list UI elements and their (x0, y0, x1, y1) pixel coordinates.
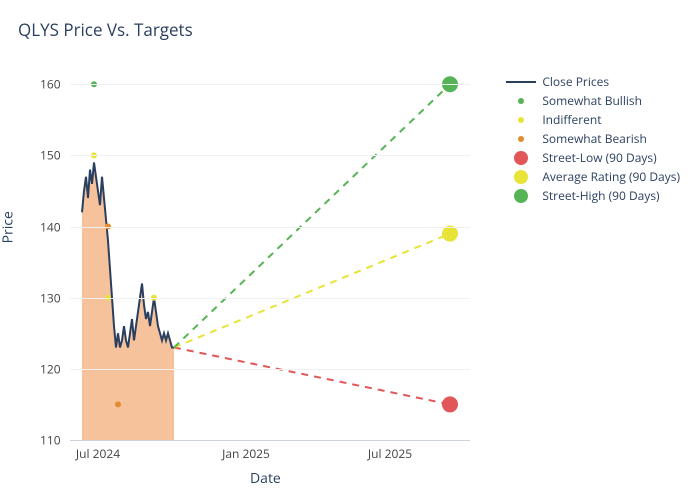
y-gridline (70, 440, 470, 441)
chart-title: QLYS Price Vs. Targets (18, 18, 193, 41)
legend-label: Close Prices (542, 73, 609, 90)
forecast-line-high[interactable] (174, 84, 450, 347)
forecast-target-low[interactable] (442, 396, 458, 412)
x-tick-label: Jan 2025 (222, 445, 270, 462)
legend-swatch (506, 81, 536, 83)
price-area-fill (82, 163, 174, 441)
legend-item[interactable]: Somewhat Bearish (506, 129, 680, 148)
legend-swatch (506, 151, 536, 165)
x-axis-label: Date (250, 469, 281, 488)
legend-item[interactable]: Indifferent (506, 110, 680, 129)
y-tick-label: 130 (40, 289, 61, 306)
legend-item[interactable]: Street-High (90 Days) (506, 186, 680, 205)
plot-area[interactable]: 110120130140150160Jul 2024Jan 2025Jul 20… (70, 70, 470, 440)
legend-label: Indifferent (542, 111, 601, 128)
legend-item[interactable]: Average Rating (90 Days) (506, 167, 680, 186)
y-tick-label: 110 (40, 432, 61, 449)
legend-swatch (506, 136, 536, 142)
y-gridline (70, 155, 470, 156)
legend-swatch (506, 117, 536, 123)
legend-item[interactable]: Street-Low (90 Days) (506, 148, 680, 167)
legend-label: Average Rating (90 Days) (542, 168, 680, 185)
y-tick-label: 160 (40, 76, 61, 93)
legend-label: Street-Low (90 Days) (542, 149, 656, 166)
y-axis-label: Price (0, 211, 18, 243)
plot-svg (70, 70, 470, 440)
y-gridline (70, 84, 470, 85)
legend-label: Somewhat Bearish (542, 130, 647, 147)
forecast-line-avg[interactable] (174, 234, 450, 348)
forecast-line-low[interactable] (174, 348, 450, 405)
legend-label: Somewhat Bullish (542, 92, 642, 109)
x-tick-label: Jul 2024 (76, 445, 120, 462)
x-tick-label: Jul 2025 (368, 445, 412, 462)
y-tick-label: 120 (40, 360, 61, 377)
legend-label: Street-High (90 Days) (542, 187, 659, 204)
chart-container: QLYS Price Vs. Targets Price Date 110120… (0, 0, 700, 500)
legend-item[interactable]: Somewhat Bullish (506, 91, 680, 110)
y-tick-label: 140 (40, 218, 61, 235)
legend-swatch (506, 170, 536, 184)
y-gridline (70, 369, 470, 370)
forecast-target-avg[interactable] (442, 226, 458, 242)
analyst-point-bearish[interactable] (115, 401, 121, 407)
y-tick-label: 150 (40, 147, 61, 164)
y-gridline (70, 227, 470, 228)
legend-swatch (506, 189, 536, 203)
legend-swatch (506, 98, 536, 104)
legend: Close Prices Somewhat Bullish Indifferent S… (506, 72, 680, 205)
legend-item[interactable]: Close Prices (506, 72, 680, 91)
y-gridline (70, 298, 470, 299)
